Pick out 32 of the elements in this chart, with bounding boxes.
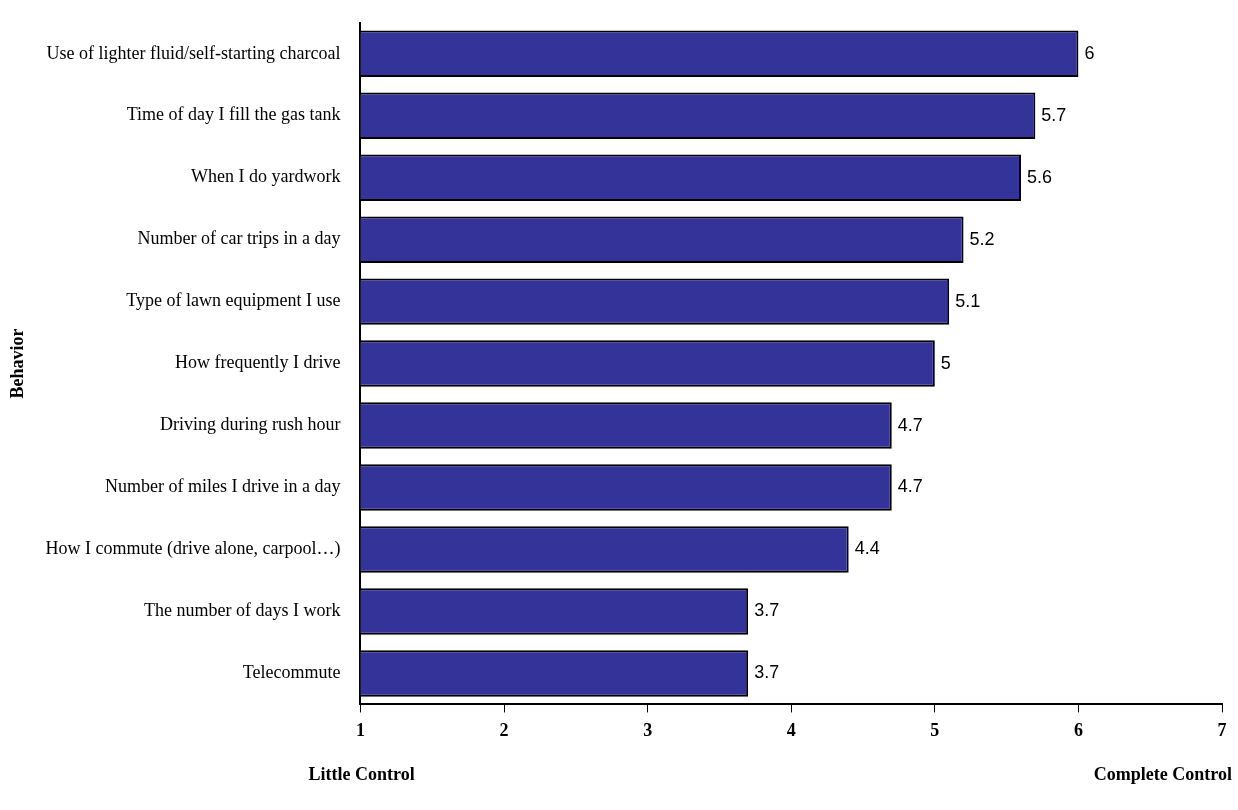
data-label: 5.2: [969, 228, 995, 249]
data-label: 3.7: [754, 662, 780, 683]
y-axis-title: Behavior: [7, 328, 28, 399]
x-tick-label: 5: [930, 719, 940, 740]
data-label: 4.4: [854, 538, 880, 559]
y-tick-label: Use of lighter fluid/self-starting charcoal: [46, 42, 341, 63]
data-label: 6: [1084, 42, 1095, 63]
y-tick-label: Type of lawn equipment I use: [126, 290, 341, 311]
y-tick-label: Number of car trips in a day: [137, 228, 341, 249]
y-tick-label: Driving during rush hour: [160, 414, 341, 435]
data-label: 4.7: [897, 414, 923, 435]
x-tick-label: 4: [786, 719, 796, 740]
x-tick-label: 1: [356, 719, 365, 740]
data-label: 5: [940, 352, 951, 373]
text: Complete Control: [1093, 764, 1232, 785]
x-tick-label: 6: [1073, 719, 1083, 740]
y-tick-label: How frequently I drive: [175, 352, 341, 373]
y-tick-label: When I do yardwork: [191, 166, 341, 187]
data-label: 5.6: [1026, 166, 1053, 187]
x-tick-label: 2: [499, 719, 509, 740]
data-label: 5.1: [955, 290, 981, 311]
x-tick-label: 3: [643, 719, 653, 740]
data-label: 3.7: [754, 600, 780, 621]
y-tick-label: Number of miles I drive in a day: [105, 476, 341, 497]
x-tick-label: 7: [1217, 719, 1227, 740]
data-label: 4.7: [897, 476, 923, 497]
y-tick-label: The number of days I work: [144, 600, 341, 621]
data-label: 5.7: [1041, 104, 1067, 125]
text: Little Control: [308, 764, 415, 785]
y-tick-label: Time of day I fill the gas tank: [126, 104, 341, 125]
y-tick-label: How I commute (drive alone, carpool…): [45, 538, 341, 560]
y-tick-label: Telecommute: [242, 662, 341, 683]
